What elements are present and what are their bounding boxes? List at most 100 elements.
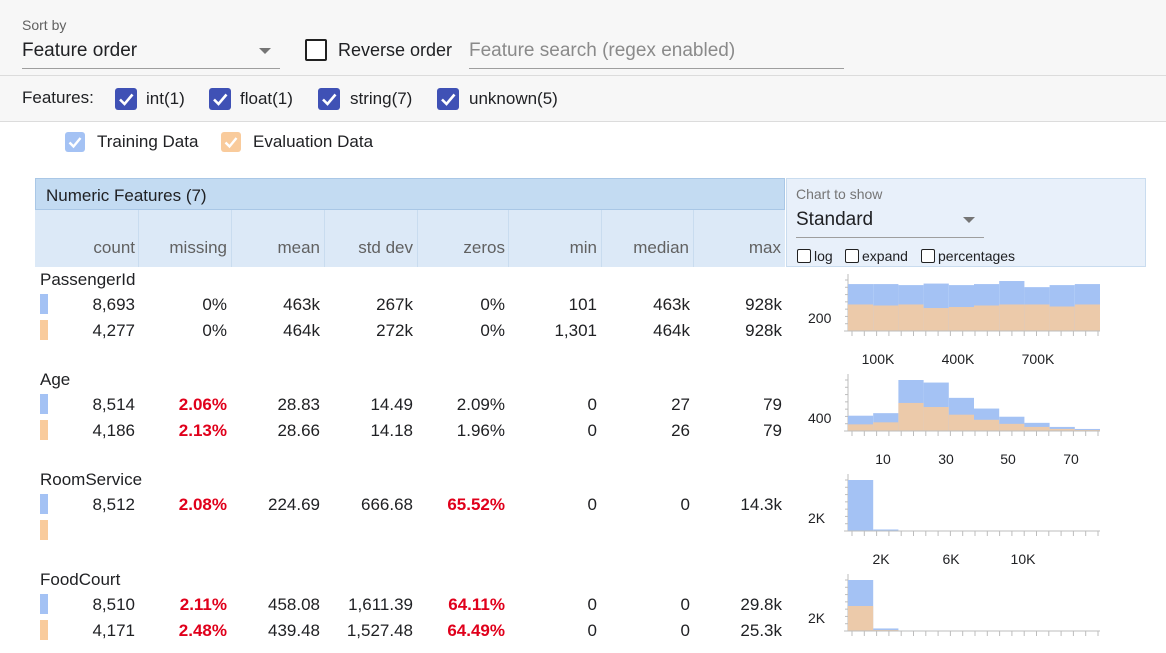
train-zeros-value: 64.11%: [448, 595, 505, 614]
histogram-foodcourt[interactable]: 2K: [798, 572, 1108, 653]
train-max-value: 928k: [745, 295, 782, 314]
x-tick-label: 50: [1000, 451, 1016, 467]
evaluation-data-checkbox[interactable]: [221, 132, 241, 152]
train-mean-value: 28.83: [277, 395, 320, 414]
train-missing-value: 2.06%: [178, 395, 227, 414]
x-tick-label: 30: [938, 451, 954, 467]
evaluation-bar: [1074, 429, 1100, 431]
numeric-features-header: Numeric Features (7) count missing mean …: [35, 178, 785, 267]
check-icon: [441, 93, 456, 106]
evaluation-bar: [948, 307, 974, 331]
col-divider: [231, 210, 232, 267]
evaluation-bar: [1049, 306, 1075, 331]
evaluation-bar: [898, 304, 924, 331]
train-median-value: 27: [671, 395, 690, 414]
col-count[interactable]: count: [93, 238, 135, 257]
histogram-roomservice[interactable]: 2K 2K 6K 10K: [798, 472, 1108, 572]
evaluation-bar: [848, 424, 874, 431]
eval-median-value: 26: [671, 421, 690, 440]
table-title: Numeric Features (7): [46, 186, 207, 205]
feature-name: PassengerId: [40, 270, 136, 289]
evaluation-swatch: [40, 520, 48, 540]
percentages-checkbox[interactable]: [921, 249, 935, 263]
feature-search-input[interactable]: [469, 36, 839, 66]
evaluation-bar: [873, 305, 899, 331]
training-bar: [848, 480, 874, 531]
expand-checkbox[interactable]: [845, 249, 859, 263]
unknown-label: unknown(5): [469, 89, 558, 108]
col-std-dev[interactable]: std dev: [358, 238, 413, 257]
col-zeros[interactable]: zeros: [463, 238, 505, 257]
training-data-checkbox[interactable]: [65, 132, 85, 152]
training-swatch: [40, 494, 48, 514]
evaluation-bar: [999, 423, 1025, 431]
string-checkbox[interactable]: [318, 88, 340, 110]
histogram-passengerid[interactable]: 200 100K 400K 700K: [798, 272, 1108, 372]
train-count-value: 8,514: [92, 395, 135, 414]
eval-max-value: 79: [763, 421, 782, 440]
train-std-dev-value: 267k: [376, 295, 413, 314]
evaluation-data-label: Evaluation Data: [253, 132, 374, 151]
chevron-down-icon: [259, 48, 271, 54]
unknown-checkbox[interactable]: [437, 88, 459, 110]
toolbar: Sort by Feature order Reverse order: [0, 0, 1166, 75]
training-bar: [1074, 428, 1100, 431]
train-median-value: 0: [680, 495, 690, 514]
int-checkbox[interactable]: [115, 88, 137, 110]
sort-by-label: Sort by: [22, 17, 67, 33]
reverse-order-checkbox[interactable]: [305, 39, 327, 61]
percentages-label: percentages: [938, 248, 1016, 264]
evaluation-swatch: [40, 320, 48, 340]
train-missing-value: 0%: [202, 295, 227, 314]
train-min-value: 0: [587, 395, 597, 414]
check-icon: [119, 93, 134, 106]
col-min[interactable]: min: [569, 238, 597, 257]
chart-type-dropdown[interactable]: Standard: [796, 207, 984, 238]
int-label: int(1): [146, 89, 185, 108]
log-checkbox[interactable]: [797, 249, 811, 263]
reverse-order-label: Reverse order: [338, 40, 453, 60]
evaluation-swatch: [40, 420, 48, 440]
float-checkbox[interactable]: [209, 88, 231, 110]
x-tick-label: 100K: [862, 351, 895, 367]
sort-by-dropdown[interactable]: Feature order: [22, 38, 280, 69]
evaluation-bar: [1074, 304, 1100, 331]
log-label: log: [814, 248, 833, 264]
eval-missing-value: 2.48%: [178, 621, 227, 640]
training-bar: [873, 628, 899, 631]
evaluation-bar: [848, 606, 874, 631]
x-tick-label: 2K: [872, 551, 890, 567]
check-icon: [213, 93, 228, 106]
eval-count-value: 4,171: [92, 621, 135, 640]
y-axis-label: 200: [808, 310, 832, 326]
train-max-value: 29.8k: [740, 595, 782, 614]
train-std-dev-value: 14.49: [370, 395, 413, 414]
eval-min-value: 0: [587, 421, 597, 440]
chevron-down-icon: [963, 217, 975, 223]
x-tick-label: 10K: [1011, 551, 1037, 567]
feature-name: FoodCourt: [40, 570, 121, 589]
col-max[interactable]: max: [748, 238, 781, 257]
x-tick-label: 10: [875, 451, 891, 467]
expand-label: expand: [862, 248, 908, 264]
feature-name: Age: [40, 370, 71, 389]
chart-type-value: Standard: [796, 209, 874, 230]
train-count-value: 8,512: [92, 495, 135, 514]
feature-name: RoomService: [40, 470, 143, 489]
train-missing-value: 2.11%: [179, 595, 227, 614]
eval-zeros-value: 64.49%: [447, 621, 505, 640]
y-axis-label: 2K: [808, 510, 826, 526]
evaluation-bar: [923, 407, 949, 431]
col-divider: [601, 210, 602, 267]
check-icon: [224, 137, 238, 149]
train-min-value: 101: [568, 295, 597, 314]
col-median[interactable]: median: [633, 238, 689, 257]
col-missing[interactable]: missing: [169, 238, 227, 257]
col-mean[interactable]: mean: [277, 238, 320, 257]
col-divider: [417, 210, 418, 267]
train-zeros-value: 0%: [480, 295, 505, 314]
evaluation-bar: [873, 629, 899, 631]
feature-search: [469, 36, 844, 69]
eval-missing-value: 2.13%: [178, 421, 227, 440]
histogram-age[interactable]: 400 10 30 50 70: [798, 372, 1108, 472]
